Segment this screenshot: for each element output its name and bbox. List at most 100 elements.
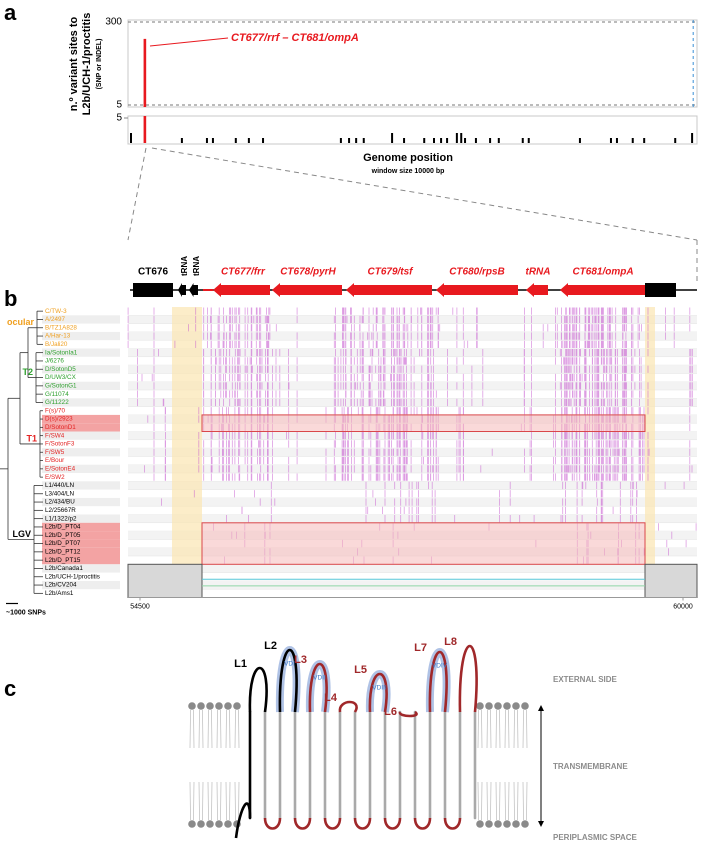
gene-label: CT680/rpsB (449, 267, 505, 278)
lipid-tail (225, 709, 231, 749)
label-highlight (42, 547, 120, 556)
bar (247, 138, 250, 143)
gene-label: CT676 (138, 267, 168, 278)
lipid-head (512, 820, 520, 828)
shade-band (172, 307, 202, 598)
lipid-tail (504, 781, 510, 821)
row-stripe (128, 331, 697, 341)
masked-flank (127, 563, 203, 598)
lipid-head (197, 702, 205, 710)
snp-row (226, 515, 637, 523)
vd-label: VDII (313, 675, 326, 682)
panel-label: b (4, 286, 17, 311)
lipid-head (521, 820, 529, 828)
strain-label: F/SW5 (45, 449, 65, 456)
row-stripe (128, 348, 697, 357)
lipid-tail (198, 781, 204, 821)
strain-label: L3/404/LN (45, 490, 75, 497)
lipid-tail (198, 709, 204, 749)
loop-label: L1 (234, 658, 247, 670)
panel-label: c (4, 676, 16, 701)
lipid-head (512, 702, 520, 710)
lipid-tail (207, 781, 213, 821)
x-label: Genome position (363, 152, 453, 164)
bar (474, 138, 477, 143)
strain-label: G/11074 (45, 391, 69, 398)
loop-label: L5 (354, 664, 367, 676)
label-stripe (42, 365, 120, 374)
snp-row (153, 440, 691, 448)
label-stripe (42, 431, 120, 440)
lipid-tail (504, 709, 510, 749)
label-stripe (42, 348, 120, 357)
periplasmic-turn (293, 817, 312, 830)
n-terminus (234, 802, 252, 839)
lipid-tail (495, 781, 501, 821)
recombination-block (201, 414, 646, 432)
bar (615, 138, 618, 143)
lipid-tail (189, 709, 195, 749)
gene (272, 283, 342, 297)
y-label-note: (SNP or INDEL) (96, 39, 103, 90)
snp-row (153, 456, 691, 465)
lipid-head (188, 702, 196, 710)
bar (362, 138, 365, 143)
strain-label: G/SotonG1 (45, 383, 77, 390)
row-stripe (128, 381, 697, 390)
strain-label: Ia/SotonIa1 (45, 349, 78, 356)
lipid-head (485, 820, 493, 828)
loop-label: L4 (324, 692, 338, 704)
extracellular-loop (338, 700, 358, 713)
bar (446, 138, 449, 143)
label-stripe (42, 315, 120, 324)
bar (489, 138, 492, 143)
lipid-head (233, 702, 241, 710)
shade-band (645, 307, 655, 598)
strain-label: J/6276 (45, 358, 64, 365)
bar (609, 138, 612, 143)
label-highlight (42, 414, 120, 424)
label-highlight (42, 556, 120, 565)
y-tick-label: 300 (105, 17, 122, 28)
bar (262, 138, 265, 143)
label-stripe (42, 481, 120, 490)
lipid-tail (216, 709, 222, 749)
snp-row (153, 407, 691, 415)
snp-row (193, 490, 638, 498)
bar (433, 138, 436, 143)
strain-label: C/TW-3 (45, 308, 67, 315)
bar (527, 138, 530, 143)
snp-row (137, 398, 693, 407)
loop-label: L8 (444, 636, 457, 648)
masked-flank (644, 563, 698, 598)
bar (460, 133, 463, 143)
row-stripe (128, 564, 697, 573)
lipid-tail (189, 781, 195, 821)
x-tick-label: 54500 (130, 603, 150, 610)
gene-label: CT679/tsf (367, 267, 414, 278)
upper-frame (127, 19, 698, 108)
strain-label: L1/440/LN (45, 482, 75, 489)
y-tick-label: 5 (116, 113, 122, 124)
group-label: LGV (12, 529, 31, 539)
lipid-tail (477, 709, 483, 749)
bar (348, 138, 351, 143)
lipid-head (215, 702, 223, 710)
lipid-head (224, 702, 232, 710)
x-tick-label: 60000 (673, 603, 693, 610)
label-stripe (42, 464, 120, 473)
lipid-head (188, 820, 196, 828)
strain-label: A/2497 (45, 316, 65, 323)
strain-label: G/11222 (45, 399, 69, 406)
gene (189, 283, 198, 297)
loop-label: L3 (294, 654, 307, 666)
side-label: TRANSMEMBRANE (553, 762, 628, 771)
annotation-leader (149, 37, 229, 47)
gene (645, 283, 676, 297)
y-label: n.º variant sites to (68, 16, 80, 111)
lipid-tail (495, 709, 501, 749)
strain-label: F/SW4 (45, 432, 65, 439)
loop-label: L2 (264, 640, 277, 652)
lipid-tail (522, 709, 528, 749)
